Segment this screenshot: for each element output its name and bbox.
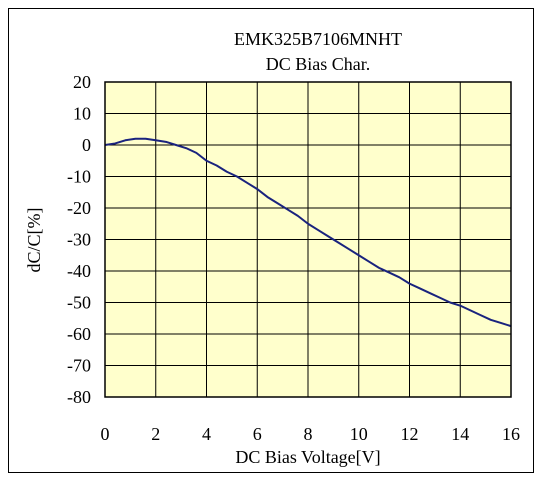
x-tick-label: 0 bbox=[101, 424, 110, 444]
x-tick-labels: 0 2 4 6 8 10 12 14 16 bbox=[101, 424, 521, 444]
x-tick-label: 10 bbox=[350, 424, 368, 444]
y-tick-label: 20 bbox=[73, 72, 91, 92]
y-tick-label: -50 bbox=[67, 293, 91, 313]
y-tick-label: -20 bbox=[67, 198, 91, 218]
x-tick-label: 14 bbox=[451, 424, 469, 444]
plot-frame bbox=[104, 81, 512, 398]
grid bbox=[105, 82, 511, 397]
y-axis-label: dC/C[%] bbox=[24, 208, 44, 273]
series-line bbox=[104, 137, 512, 328]
y-tick-label: -30 bbox=[67, 230, 91, 250]
chart-subtitle: DC Bias Char. bbox=[266, 54, 371, 74]
y-tick-label: 0 bbox=[82, 135, 91, 155]
x-tick-label: 2 bbox=[151, 424, 160, 444]
y-tick-label: -60 bbox=[67, 324, 91, 344]
y-tick-label: -40 bbox=[67, 261, 91, 281]
x-axis-label: DC Bias Voltage[V] bbox=[235, 447, 380, 467]
series-group bbox=[104, 137, 512, 328]
y-tick-label: 10 bbox=[73, 104, 91, 124]
y-tick-labels: 20 10 0 -10 -20 -30 -40 -50 -60 -70 -80 bbox=[67, 72, 91, 407]
y-tick-label: -10 bbox=[67, 167, 91, 187]
x-tick-label: 12 bbox=[401, 424, 419, 444]
x-tick-label: 4 bbox=[202, 424, 211, 444]
x-tick-label: 6 bbox=[253, 424, 262, 444]
chart-title: EMK325B7106MNHT bbox=[234, 29, 402, 49]
y-tick-label: -70 bbox=[67, 356, 91, 376]
y-tick-label: -80 bbox=[67, 387, 91, 407]
x-tick-label: 16 bbox=[502, 424, 520, 444]
x-tick-label: 8 bbox=[304, 424, 313, 444]
